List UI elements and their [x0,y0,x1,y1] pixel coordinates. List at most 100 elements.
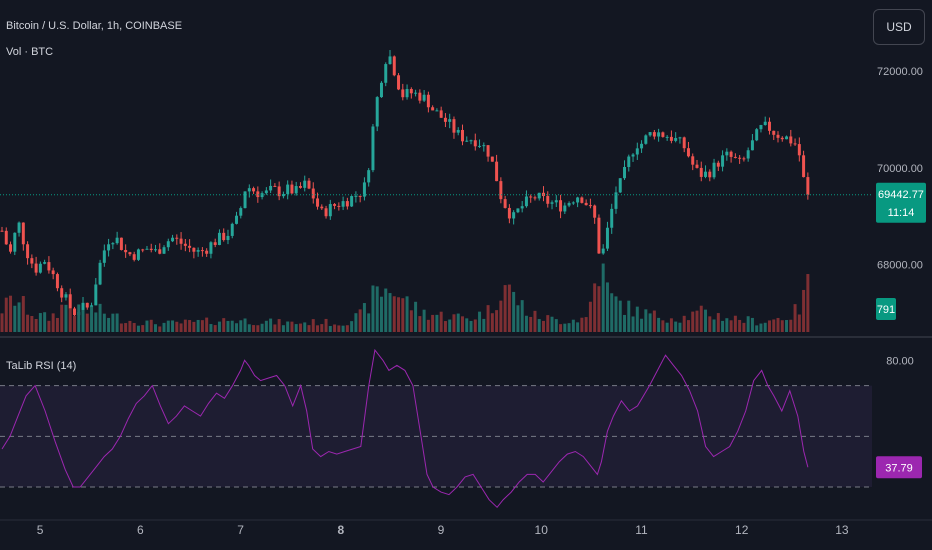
candle-body[interactable] [785,136,789,140]
candle-body[interactable] [486,145,490,157]
candle-body[interactable] [85,302,89,308]
candle-body[interactable] [422,94,426,101]
candle-body[interactable] [648,132,652,136]
candle-body[interactable] [554,200,558,203]
candle-body[interactable] [507,207,511,219]
candle-body[interactable] [243,191,247,209]
candle-body[interactable] [328,204,332,217]
candle-body[interactable] [443,117,447,122]
candle-body[interactable] [623,166,627,179]
candle-body[interactable] [64,294,68,298]
candle-body[interactable] [524,196,528,207]
candle-body[interactable] [290,184,294,194]
candle-body[interactable] [132,254,136,260]
candle-body[interactable] [537,192,541,199]
candle-body[interactable] [755,129,759,141]
candle-body[interactable] [298,186,302,188]
candle-body[interactable] [802,155,806,178]
candle-body[interactable] [767,121,771,131]
candle-body[interactable] [230,223,234,236]
candle-body[interactable] [235,215,239,224]
candle-body[interactable] [17,222,21,233]
candle-body[interactable] [409,88,413,94]
candle-body[interactable] [179,238,183,244]
candle-body[interactable] [222,232,226,241]
candle-body[interactable] [81,302,85,313]
candle-body[interactable] [226,235,230,241]
candle-body[interactable] [158,249,162,254]
candle-body[interactable] [273,185,277,187]
candle-body[interactable] [166,241,170,248]
candle-body[interactable] [699,167,703,177]
candle-body[interactable] [431,107,435,111]
candle-body[interactable] [217,232,221,245]
candle-body[interactable] [98,262,102,285]
candle-body[interactable] [171,237,175,242]
candle-body[interactable] [392,56,396,76]
candle-body[interactable] [247,188,251,192]
candle-body[interactable] [94,284,98,306]
candle-body[interactable] [529,196,533,198]
candle-body[interactable] [793,143,797,145]
candle-body[interactable] [4,230,8,245]
candle-body[interactable] [465,140,469,142]
candle-body[interactable] [294,186,298,194]
candle-body[interactable] [341,201,345,207]
candle-body[interactable] [456,129,460,133]
candle-body[interactable] [618,178,622,193]
candle-body[interactable] [635,148,639,155]
candle-body[interactable] [682,137,686,149]
candle-body[interactable] [333,204,337,206]
candle-body[interactable] [350,196,354,207]
candle-body[interactable] [43,262,47,264]
candle-body[interactable] [691,156,695,165]
candle-body[interactable] [580,197,584,203]
candle-body[interactable] [674,138,678,141]
candle-body[interactable] [627,156,631,167]
candle-body[interactable] [196,250,200,252]
candle-body[interactable] [60,288,64,298]
candle-body[interactable] [716,162,720,167]
candle-body[interactable] [90,305,94,308]
candle-body[interactable] [183,243,187,246]
candle-body[interactable] [162,247,166,254]
candle-body[interactable] [51,270,55,275]
candle-body[interactable] [209,242,213,254]
candle-body[interactable] [379,82,383,98]
candle-body[interactable] [614,192,618,209]
candle-body[interactable] [597,217,601,254]
candle-body[interactable] [746,150,750,159]
candle-body[interactable] [759,125,763,130]
candle-body[interactable] [776,134,780,138]
candle-body[interactable] [141,249,145,251]
candle-body[interactable] [512,212,516,219]
candle-body[interactable] [593,205,597,218]
candle-body[interactable] [533,197,537,199]
candle-body[interactable] [188,245,192,248]
candle-body[interactable] [473,140,477,147]
candle-body[interactable] [145,248,149,250]
candle-body[interactable] [426,94,430,108]
candle-body[interactable] [516,208,520,213]
candle-body[interactable] [55,274,59,289]
candle-body[interactable] [669,136,673,141]
candle-body[interactable] [119,237,123,250]
candle-body[interactable] [414,92,418,94]
candle-body[interactable] [311,188,315,199]
candle-body[interactable] [448,119,452,122]
candle-body[interactable] [559,200,563,212]
candle-body[interactable] [154,249,157,251]
candle-body[interactable] [192,247,196,252]
candle-body[interactable] [68,294,72,309]
candle-body[interactable] [354,195,358,197]
candle-body[interactable] [657,132,661,137]
candle-body[interactable] [763,121,767,126]
candle-body[interactable] [26,244,30,259]
candle-body[interactable] [605,227,609,249]
candle-body[interactable] [563,205,567,212]
candle-body[interactable] [584,202,588,206]
candle-body[interactable] [371,126,375,171]
candle-body[interactable] [806,177,810,195]
candle-body[interactable] [102,250,106,263]
